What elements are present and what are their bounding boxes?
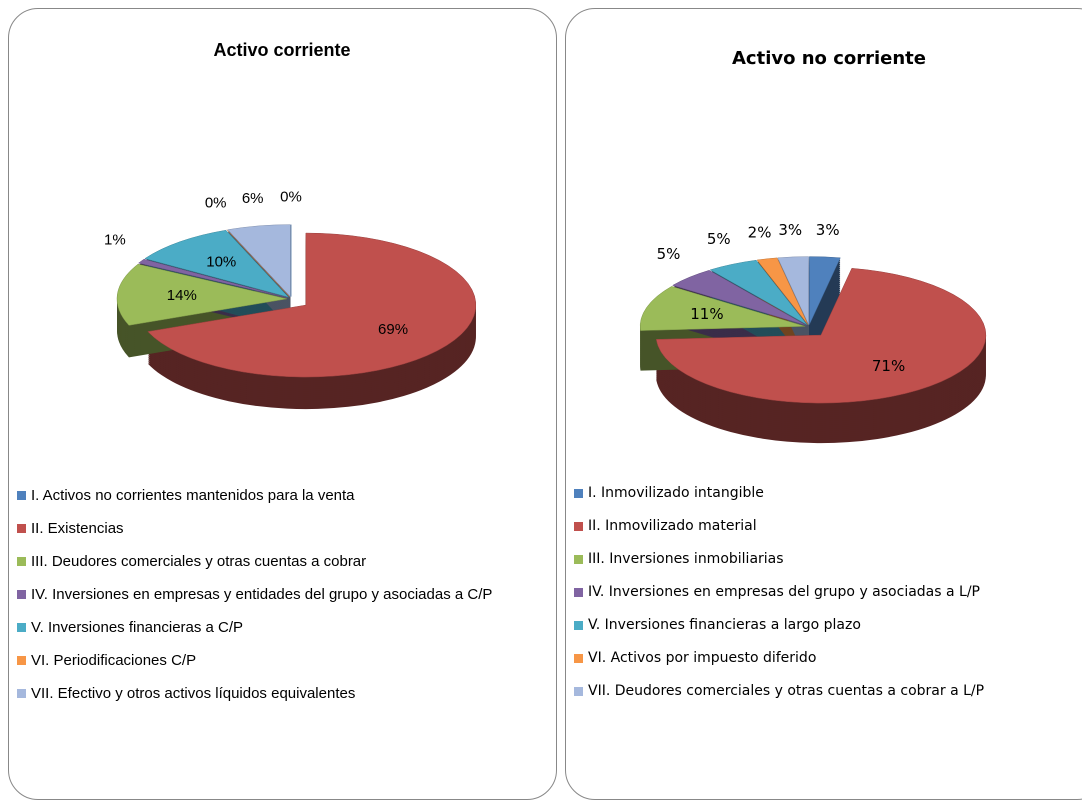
legend-swatch <box>17 557 26 566</box>
data-label: 0% <box>280 189 302 206</box>
legend-swatch <box>574 621 583 630</box>
data-label: 2% <box>748 223 772 241</box>
data-label: 14% <box>167 287 197 304</box>
legend-label: VI. Activos por impuesto diferido <box>588 650 817 666</box>
legend-item: IV. Inversiones en empresas y entidades … <box>17 586 550 619</box>
data-label: 6% <box>242 190 264 207</box>
legend-item: IV. Inversiones en empresas del grupo y … <box>574 584 1082 617</box>
pie-slice <box>709 259 808 326</box>
chart-panel: Activo no corriente 3% 71% 11% 5% 5% 2% 3% I. In… <box>565 8 1082 800</box>
chart-title: Activo corriente <box>213 40 350 60</box>
legend: I. Activos no corrientes mantenidos para… <box>17 487 550 718</box>
legend-item: I. Activos no corrientes mantenidos para… <box>17 487 550 520</box>
legend-item: VI. Periodificaciones C/P <box>17 652 550 685</box>
data-label: 3% <box>816 221 840 239</box>
legend-swatch <box>574 588 583 597</box>
pie-slice <box>655 268 987 404</box>
legend-item: III. Deudores comerciales y otras cuenta… <box>17 553 550 586</box>
data-label: 5% <box>657 245 681 263</box>
data-label: 69% <box>378 321 408 338</box>
data-label: 5% <box>707 230 731 248</box>
legend-item: VII. Deudores comerciales y otras cuenta… <box>574 683 1082 716</box>
legend-swatch <box>17 689 26 698</box>
legend-label: VII. Efectivo y otros activos líquidos e… <box>31 685 356 702</box>
pie-slice <box>639 286 806 331</box>
legend-item: II. Inmovilizado material <box>574 518 1082 551</box>
data-label: 1% <box>104 231 126 248</box>
data-label: 0% <box>205 195 227 212</box>
pie-slice <box>226 229 290 297</box>
legend-swatch <box>17 524 26 533</box>
legend-swatch <box>17 656 26 665</box>
pie-slice <box>809 256 841 325</box>
legend-label: V. Inversiones financieras a largo plazo <box>588 617 861 633</box>
legend-label: II. Inmovilizado material <box>588 518 757 534</box>
data-label: 71% <box>872 357 905 375</box>
legend-item: V. Inversiones financieras a largo plazo <box>574 617 1082 650</box>
legend-swatch <box>574 522 583 531</box>
page: Activo corriente 0% 69% 14% 1% 10% 0% 6% I. Acti… <box>8 8 1082 800</box>
legend-label: III. Deudores comerciales y otras cuenta… <box>31 553 367 570</box>
legend-label: II. Existencias <box>31 520 124 537</box>
pie-slice <box>777 256 809 325</box>
legend-label: I. Activos no corrientes mantenidos para… <box>31 487 355 504</box>
chart-panel: Activo corriente 0% 69% 14% 1% 10% 0% 6% I. Acti… <box>8 8 557 800</box>
data-label: 11% <box>690 305 723 323</box>
legend-item: V. Inversiones financieras a C/P <box>17 619 550 652</box>
chart-title: Activo no corriente <box>732 48 926 69</box>
legend-label: IV. Inversiones en empresas del grupo y … <box>588 584 980 600</box>
legend-item: II. Existencias <box>17 520 550 553</box>
pie-slice <box>116 263 288 326</box>
legend-label: V. Inversiones financieras a C/P <box>31 619 244 636</box>
legend-item: VII. Efectivo y otros activos líquidos e… <box>17 685 550 718</box>
legend: I. Inmovilizado intangible II. Inmoviliza… <box>574 485 1082 716</box>
pie-chart: Activo no corriente 3% 71% 11% 5% 5% 2% 3% <box>639 48 987 444</box>
legend-label: VII. Deudores comerciales y otras cuenta… <box>588 683 985 699</box>
pie-slice <box>672 270 807 326</box>
legend-swatch <box>574 555 583 564</box>
legend-swatch <box>17 590 26 599</box>
legend-item: I. Inmovilizado intangible <box>574 485 1082 518</box>
data-label: 3% <box>778 221 802 239</box>
pie-slice <box>138 258 288 299</box>
legend-label: VI. Periodificaciones C/P <box>31 652 197 669</box>
legend-swatch <box>17 491 26 500</box>
legend-label: IV. Inversiones en empresas y entidades … <box>31 586 493 603</box>
legend-swatch <box>17 623 26 632</box>
legend-label: I. Inmovilizado intangible <box>588 485 764 501</box>
legend-swatch <box>574 654 583 663</box>
pie-slice <box>144 229 290 298</box>
legend-swatch <box>574 687 583 696</box>
data-label: 10% <box>206 254 236 271</box>
pie-chart: Activo corriente 0% 69% 14% 1% 10% 0% 6% <box>104 40 477 410</box>
pie-slice <box>756 257 809 325</box>
legend-item: III. Inversiones inmobiliarias <box>574 551 1082 584</box>
legend-item: VI. Activos por impuesto diferido <box>574 650 1082 683</box>
pie-slice <box>227 224 291 298</box>
pie-slice <box>147 232 477 378</box>
legend-swatch <box>574 489 583 498</box>
legend-label: III. Inversiones inmobiliarias <box>588 551 784 567</box>
